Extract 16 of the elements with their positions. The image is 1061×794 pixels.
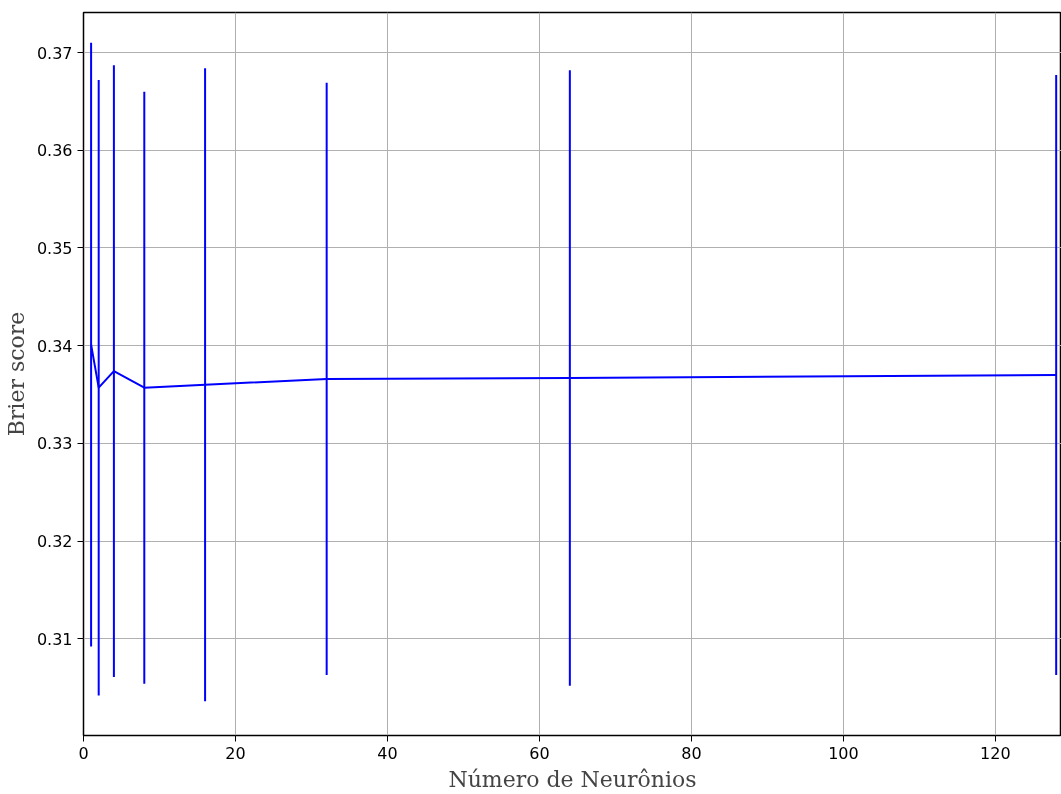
x-tick-label: 40 [377,743,398,763]
x-tick-label: 60 [529,743,550,763]
y-tick-label: 0.37 [36,43,73,63]
y-axis-title: Brier score [3,311,29,437]
y-tick-label: 0.35 [36,238,73,258]
y-tick-label: 0.34 [36,336,73,356]
x-axis-title: Número de Neurônios [448,766,697,792]
x-tick-label: 100 [828,743,859,763]
x-tick-label: 0 [78,743,89,763]
y-tick-label: 0.33 [36,434,73,454]
y-tick-label: 0.32 [36,532,73,552]
y-tick-label: 0.36 [36,141,73,161]
x-tick-label: 80 [681,743,702,763]
x-tick-label: 120 [980,743,1011,763]
x-tick-label: 20 [225,743,246,763]
y-tick-label: 0.31 [36,629,73,649]
